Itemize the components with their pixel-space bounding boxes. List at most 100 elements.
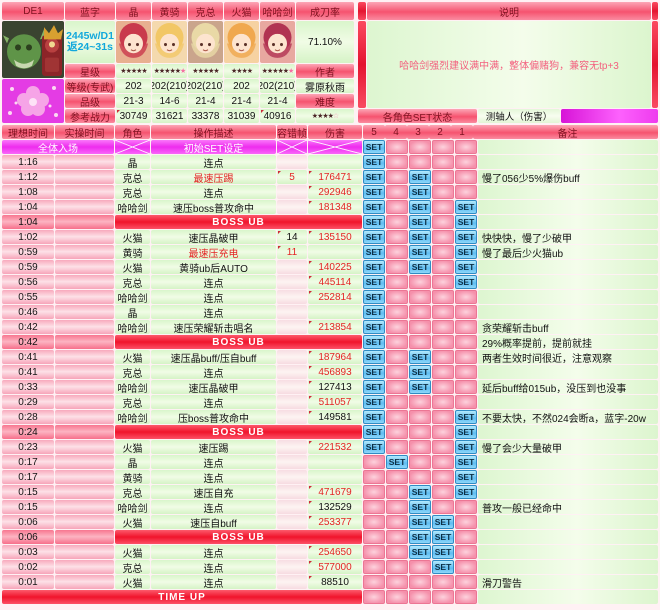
- set-cell-5[interactable]: SET: [363, 155, 385, 169]
- rank-4: 21-4: [260, 94, 295, 108]
- set-cell-2: [432, 425, 454, 439]
- header-damage: 伤害: [308, 125, 362, 139]
- red-divider: [652, 2, 658, 20]
- set-cell-1[interactable]: SET: [455, 485, 477, 499]
- set-cell-4: [386, 515, 408, 529]
- set-cell-1[interactable]: SET: [455, 260, 477, 274]
- set-cell-3[interactable]: SET: [409, 545, 431, 559]
- set-cell-5[interactable]: SET: [363, 335, 385, 349]
- set-cell-3: [409, 335, 431, 349]
- row-label-power: 参考战力: [65, 109, 115, 123]
- set-cell-3[interactable]: SET: [409, 200, 431, 214]
- timeline-row: 0:15 哈哈剑 连点 132529 SET 普攻一般已经命中: [2, 500, 658, 514]
- set-cell-3[interactable]: SET: [409, 365, 431, 379]
- damage-cell: 292946: [308, 185, 362, 199]
- action-cell: 速压自充: [151, 485, 276, 499]
- action-cell: 速压荣耀斩击唱名: [151, 320, 276, 334]
- set-cell-5: [363, 560, 385, 574]
- set-cell-1[interactable]: SET: [455, 425, 477, 439]
- ideal-time-cell: 0:17: [2, 455, 54, 469]
- timeline-row: 0:24 BOSS UB SET SET: [2, 425, 658, 439]
- tolerance-cell: [277, 305, 307, 319]
- set-cell-5[interactable]: SET: [363, 200, 385, 214]
- set-cell-5[interactable]: SET: [363, 140, 385, 154]
- set-cell-5[interactable]: SET: [363, 425, 385, 439]
- set-cell-5[interactable]: SET: [363, 230, 385, 244]
- note-cell: [478, 545, 658, 559]
- set-cell-1[interactable]: SET: [455, 230, 477, 244]
- rate-label: 成刀率: [296, 2, 354, 20]
- set-cell-3[interactable]: SET: [409, 500, 431, 514]
- role-cell: 火猫: [115, 260, 150, 274]
- set-cell-2: [432, 185, 454, 199]
- timeline-row: 0:41 克总 连点 456893 SET SET: [2, 365, 658, 379]
- set-cell-2[interactable]: SET: [432, 515, 454, 529]
- set-cell-1[interactable]: SET: [455, 245, 477, 259]
- role-cell: 火猫: [115, 545, 150, 559]
- set-cell-3[interactable]: SET: [409, 350, 431, 364]
- set-cell-1: [455, 560, 477, 574]
- set-cell-2[interactable]: SET: [432, 545, 454, 559]
- tolerance-cell: [277, 260, 307, 274]
- comment-marker-icon: [309, 546, 312, 549]
- set-cell-5[interactable]: SET: [363, 290, 385, 304]
- set-cell-4[interactable]: SET: [386, 455, 408, 469]
- set-cell-5[interactable]: SET: [363, 170, 385, 184]
- set-cell-5[interactable]: SET: [363, 215, 385, 229]
- set-cell-3[interactable]: SET: [409, 185, 431, 199]
- comment-marker-icon: [309, 276, 312, 279]
- set-cell-3[interactable]: SET: [409, 515, 431, 529]
- damage-cell: 149581: [308, 410, 362, 424]
- ideal-time-cell: 0:06: [2, 530, 54, 544]
- ideal-time-cell: 0:42: [2, 320, 54, 334]
- actual-time-cell: [55, 575, 114, 589]
- role-cell: 黄骑: [115, 245, 150, 259]
- set-cell-5[interactable]: SET: [363, 410, 385, 424]
- role-cell: 克总: [115, 560, 150, 574]
- set-cell-3[interactable]: SET: [409, 230, 431, 244]
- set-cell-1[interactable]: SET: [455, 455, 477, 469]
- set-cell-5[interactable]: SET: [363, 275, 385, 289]
- set-cell-3[interactable]: SET: [409, 485, 431, 499]
- set-cell-5[interactable]: SET: [363, 380, 385, 394]
- set-cell-1[interactable]: SET: [455, 215, 477, 229]
- set-cell-3[interactable]: SET: [409, 260, 431, 274]
- set-cell-5[interactable]: SET: [363, 185, 385, 199]
- set-cell-5[interactable]: SET: [363, 260, 385, 274]
- set-cell-5[interactable]: SET: [363, 305, 385, 319]
- set-cell-3[interactable]: SET: [409, 215, 431, 229]
- set-cell-1[interactable]: SET: [455, 470, 477, 484]
- power-value: 40916: [263, 110, 292, 122]
- set-cell-2: [432, 140, 454, 154]
- actual-time-cell: [55, 395, 114, 409]
- set-cell-2[interactable]: SET: [432, 530, 454, 544]
- actual-time-cell: [55, 275, 114, 289]
- set-cell-3[interactable]: SET: [409, 170, 431, 184]
- set-cell-1[interactable]: SET: [455, 200, 477, 214]
- set-cell-1[interactable]: SET: [455, 410, 477, 424]
- damage-cell: 577000: [308, 560, 362, 574]
- set-cell-5[interactable]: SET: [363, 350, 385, 364]
- set-cell-3[interactable]: SET: [409, 530, 431, 544]
- note-cell: 两者生效时间很近，注意观察: [478, 350, 658, 364]
- set-cell-5[interactable]: SET: [363, 440, 385, 454]
- set-cell-5[interactable]: SET: [363, 320, 385, 334]
- set-cell-1[interactable]: SET: [455, 275, 477, 289]
- ideal-time-cell: 0:33: [2, 380, 54, 394]
- comment-marker-icon: [309, 231, 312, 234]
- set-cell-3[interactable]: SET: [409, 380, 431, 394]
- set-cell-5[interactable]: SET: [363, 245, 385, 259]
- set-cell-5[interactable]: SET: [363, 365, 385, 379]
- set-cell-1[interactable]: SET: [455, 440, 477, 454]
- comment-marker-icon: [309, 441, 312, 444]
- set-cell-3[interactable]: SET: [409, 245, 431, 259]
- actual-time-cell: [55, 335, 114, 349]
- timeline-row: 0:17 黄骑 连点 SET: [2, 470, 658, 484]
- set-cell-2[interactable]: SET: [432, 560, 454, 574]
- boss-ub-bar: BOSS UB: [115, 425, 362, 439]
- note-cell: [478, 140, 658, 154]
- note-cell: [478, 560, 658, 574]
- set-cell-3: [409, 290, 431, 304]
- set-cell-5[interactable]: SET: [363, 395, 385, 409]
- author-value: 雾原秋雨: [296, 79, 354, 93]
